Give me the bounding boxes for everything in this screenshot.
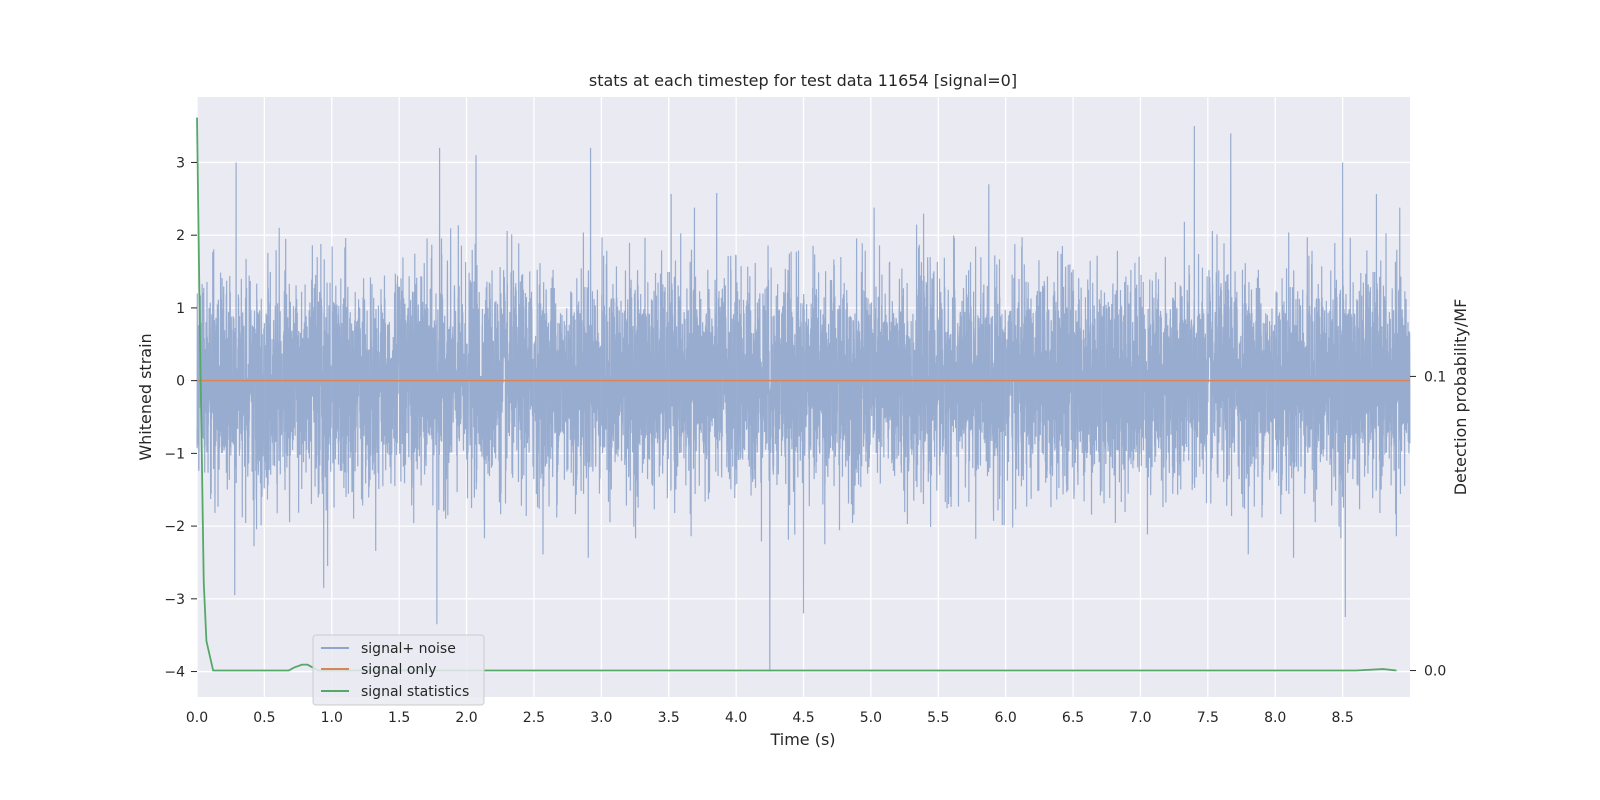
y2-axis: 0.1 0.0 bbox=[1410, 369, 1446, 680]
x-tick-label: 0.5 bbox=[253, 710, 275, 726]
x-tick-label: 2.5 bbox=[523, 710, 545, 726]
signal-noise-line bbox=[196, 126, 1411, 672]
legend-label-signal-noise: signal+ noise bbox=[361, 641, 456, 657]
x-tick-label: 8.0 bbox=[1264, 710, 1286, 726]
x-tick-label: 7.0 bbox=[1129, 710, 1151, 726]
x-axis: 0.0 0.5 1.0 1.5 2.0 2.5 3.0 3.5 4.0 4.5 5.0 5.5 6.0 6… bbox=[186, 710, 1354, 726]
y-tick-label: −1 bbox=[164, 446, 185, 462]
x-tick-label: 1.5 bbox=[388, 710, 410, 726]
x-tick-label: 0.0 bbox=[186, 710, 208, 726]
x-tick-label: 6.5 bbox=[1062, 710, 1084, 726]
x-tick-label: 3.5 bbox=[658, 710, 680, 726]
y2-axis-label: Detection probability/MF bbox=[1451, 299, 1470, 496]
y-tick-label: 1 bbox=[176, 301, 185, 317]
y-tick-label: −4 bbox=[164, 665, 185, 681]
legend: signal+ noise signal only signal statist… bbox=[312, 634, 485, 706]
legend-label-signal-only: signal only bbox=[361, 662, 436, 678]
y-tick-label: 3 bbox=[176, 155, 185, 171]
legend-label-signal-statistics: signal statistics bbox=[361, 684, 469, 700]
signal-statistics-line bbox=[196, 117, 1397, 672]
y-tick-label: −3 bbox=[164, 592, 185, 608]
y2-tick-label: 0.0 bbox=[1424, 664, 1446, 680]
y-axis-label: Whitened strain bbox=[136, 333, 155, 460]
x-tick-label: 2.0 bbox=[455, 710, 477, 726]
x-tick-label: 7.5 bbox=[1197, 710, 1219, 726]
x-tick-label: 5.0 bbox=[860, 710, 882, 726]
y-tick-label: −2 bbox=[164, 519, 185, 535]
series-signal-statistics bbox=[196, 117, 1397, 672]
x-axis-label: Time (s) bbox=[769, 730, 835, 749]
chart-title: stats at each timestep for test data 116… bbox=[589, 71, 1017, 90]
x-tick-label: 5.5 bbox=[927, 710, 949, 726]
y-axis: 3 2 1 0 −1 −2 −3 −4 bbox=[164, 155, 197, 681]
x-tick-label: 6.0 bbox=[995, 710, 1017, 726]
x-tick-label: 4.0 bbox=[725, 710, 747, 726]
y-tick-label: 2 bbox=[176, 228, 185, 244]
x-tick-label: 8.5 bbox=[1331, 710, 1353, 726]
y2-tick-label: 0.1 bbox=[1424, 369, 1446, 385]
legend-box bbox=[312, 634, 485, 706]
series-signal-noise bbox=[196, 126, 1411, 672]
y-tick-label: 0 bbox=[176, 374, 185, 390]
x-tick-label: 4.5 bbox=[792, 710, 814, 726]
x-tick-label: 3.0 bbox=[590, 710, 612, 726]
x-tick-label: 1.0 bbox=[321, 710, 343, 726]
